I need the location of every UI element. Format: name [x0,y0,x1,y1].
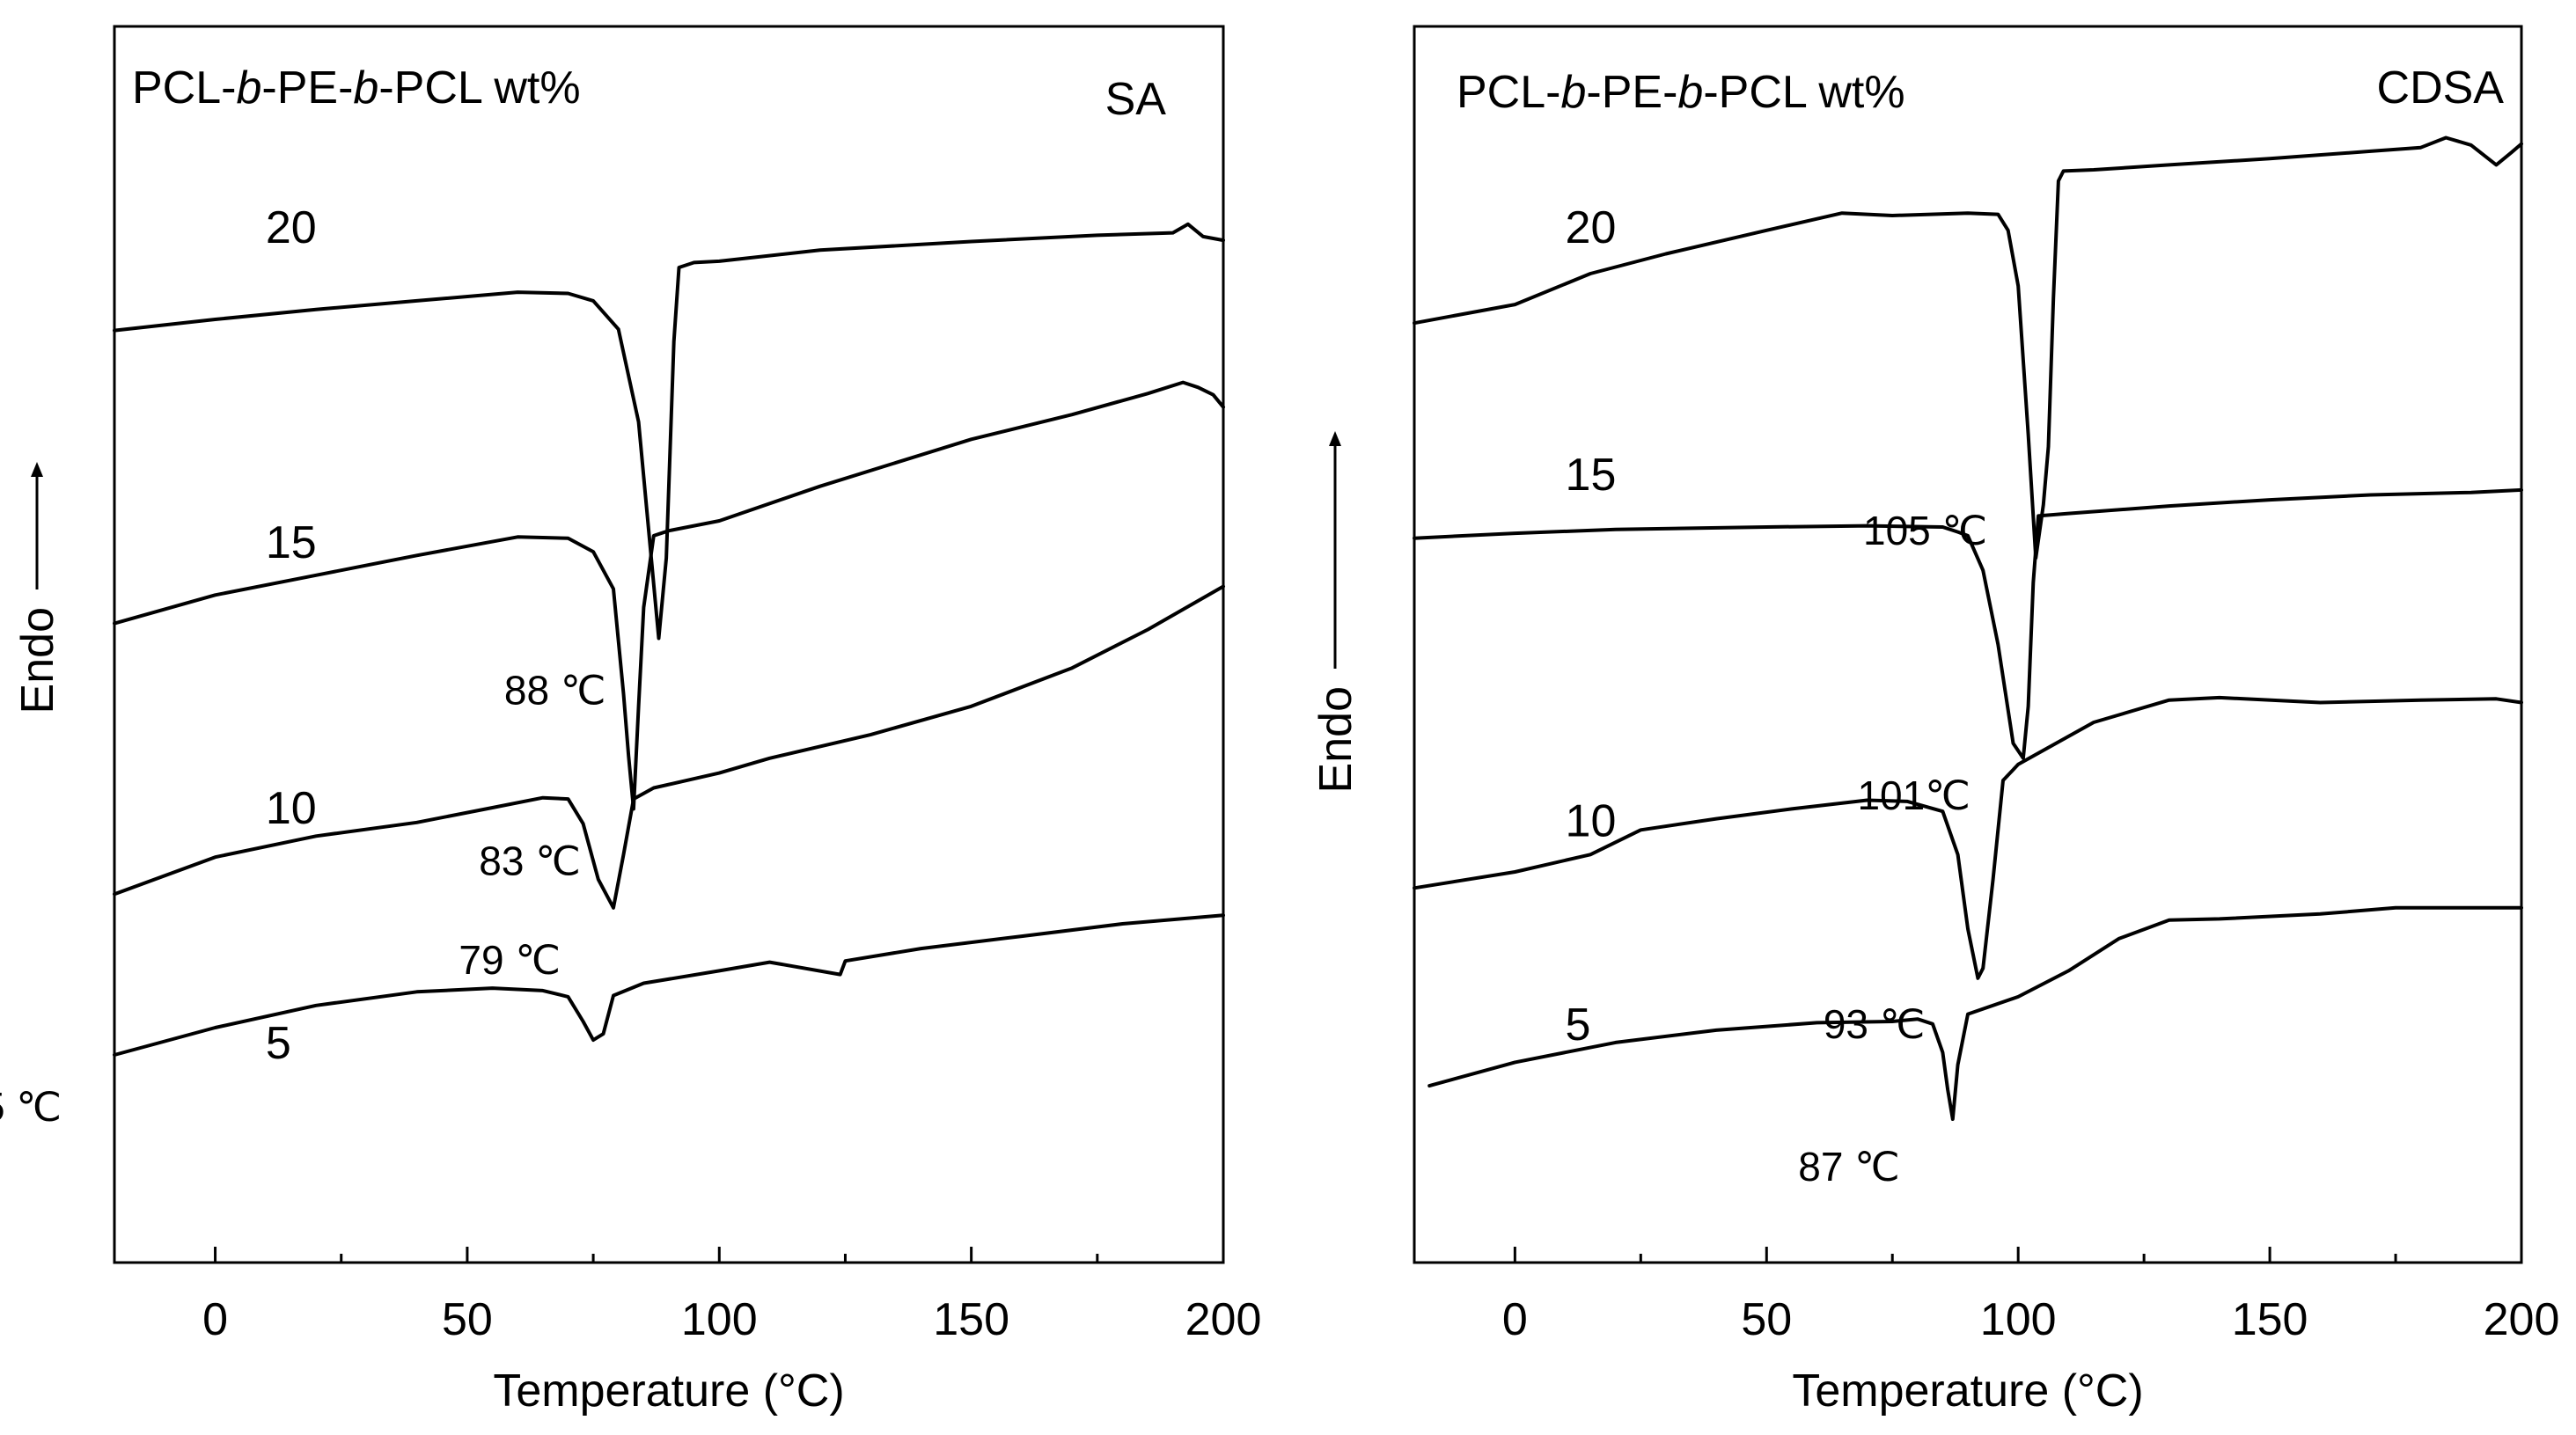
dsc-curve-cdsa-5wt [1427,905,2523,1121]
series-label-cdsa-5: 5 [1566,999,1591,1051]
series-label-sa-20: 20 [266,202,317,253]
x-tick-label-cdsa: 0 [1502,1294,1528,1345]
panel-label-sa: SA [1105,74,1167,125]
x-ticks-sa [214,1247,1225,1263]
x-tick-labels-sa: 0 50 100 150 200 [202,1294,1261,1345]
peak-label-cdsa-10: 93 ℃ [1824,1001,1926,1047]
series-label-cdsa-10: 10 [1566,795,1617,846]
x-tick-labels-cdsa: 0 50 100 150 200 [1502,1294,2559,1345]
plot-frame-cdsa [1413,25,2523,1264]
x-axis-label-sa: Temperature (°C) [493,1365,844,1417]
panel-sa: 0 50 100 150 200 20 88 ℃ 15 83 ℃ 10 79 ℃ 5 75 ℃ PCL… [0,25,1261,1417]
dsc-curve-sa-15wt [113,380,1225,811]
dsc-curve-cdsa-15wt [1413,487,2523,760]
peak-label-sa-15: 83 ℃ [479,838,581,883]
peak-label-cdsa-20: 105 ℃ [1863,508,1987,553]
chart-title-cdsa: PCL-b-PE-b-PCL wt% [1457,67,1905,118]
peak-label-cdsa-15: 101℃ [1857,772,1970,818]
x-tick-label-sa: 50 [442,1294,493,1345]
dsc-curve-sa-20wt [113,222,1225,641]
x-axis-label-cdsa: Temperature (°C) [1792,1365,2143,1417]
plot-frame-sa [113,25,1225,1264]
curves-cdsa [1413,135,2523,1121]
dsc-curve-cdsa-20wt [1413,135,2523,560]
x-tick-label-sa: 0 [202,1294,228,1345]
y-axis-label-sa: Endo [12,462,63,714]
curve-labels-sa: 20 88 ℃ 15 83 ℃ 10 79 ℃ 5 75 ℃ [0,202,606,1130]
x-tick-label-cdsa: 100 [1980,1294,2057,1345]
endo-arrowhead-sa [31,462,43,477]
peak-label-sa-10: 79 ℃ [459,937,561,983]
dsc-curve-sa-5wt [113,913,1225,1057]
series-label-cdsa-20: 20 [1566,202,1617,253]
peak-label-sa-5: 75 ℃ [0,1084,62,1130]
series-label-sa-5: 5 [266,1018,291,1069]
x-tick-label-cdsa: 150 [2232,1294,2308,1345]
dsc-curve-sa-10wt [113,584,1225,910]
series-label-cdsa-15: 15 [1566,450,1617,501]
y-axis-label-text-cdsa: Endo [1310,686,1361,793]
y-axis-label-text-sa: Endo [12,607,63,714]
panel-label-cdsa: CDSA [2377,62,2505,113]
series-label-sa-10: 10 [266,783,317,834]
x-tick-label-cdsa: 50 [1741,1294,1792,1345]
curves-sa [113,222,1225,1057]
peak-label-cdsa-5: 87 ℃ [1798,1144,1900,1190]
curve-labels-cdsa: 20 105 ℃ 15 101℃ 10 93 ℃ 5 87 ℃ [1566,202,1988,1190]
series-label-sa-15: 15 [266,517,317,568]
peak-label-sa-20: 88 ℃ [504,667,606,713]
x-ticks-cdsa [1513,1247,2523,1263]
chart-title-sa: PCL-b-PE-b-PCL wt% [132,62,581,113]
x-tick-label-cdsa: 200 [2484,1294,2560,1345]
x-tick-label-sa: 150 [933,1294,1009,1345]
y-axis-label-cdsa: Endo [1310,431,1361,793]
x-tick-label-sa: 200 [1185,1294,1262,1345]
x-tick-label-sa: 100 [681,1294,758,1345]
dsc-curve-cdsa-10wt [1413,695,2523,980]
endo-arrowhead-cdsa [1329,431,1341,446]
panel-cdsa: 0 50 100 150 200 20 105 ℃ 15 101℃ 10 93 ℃ 5 87 ℃ PC… [1310,25,2559,1417]
